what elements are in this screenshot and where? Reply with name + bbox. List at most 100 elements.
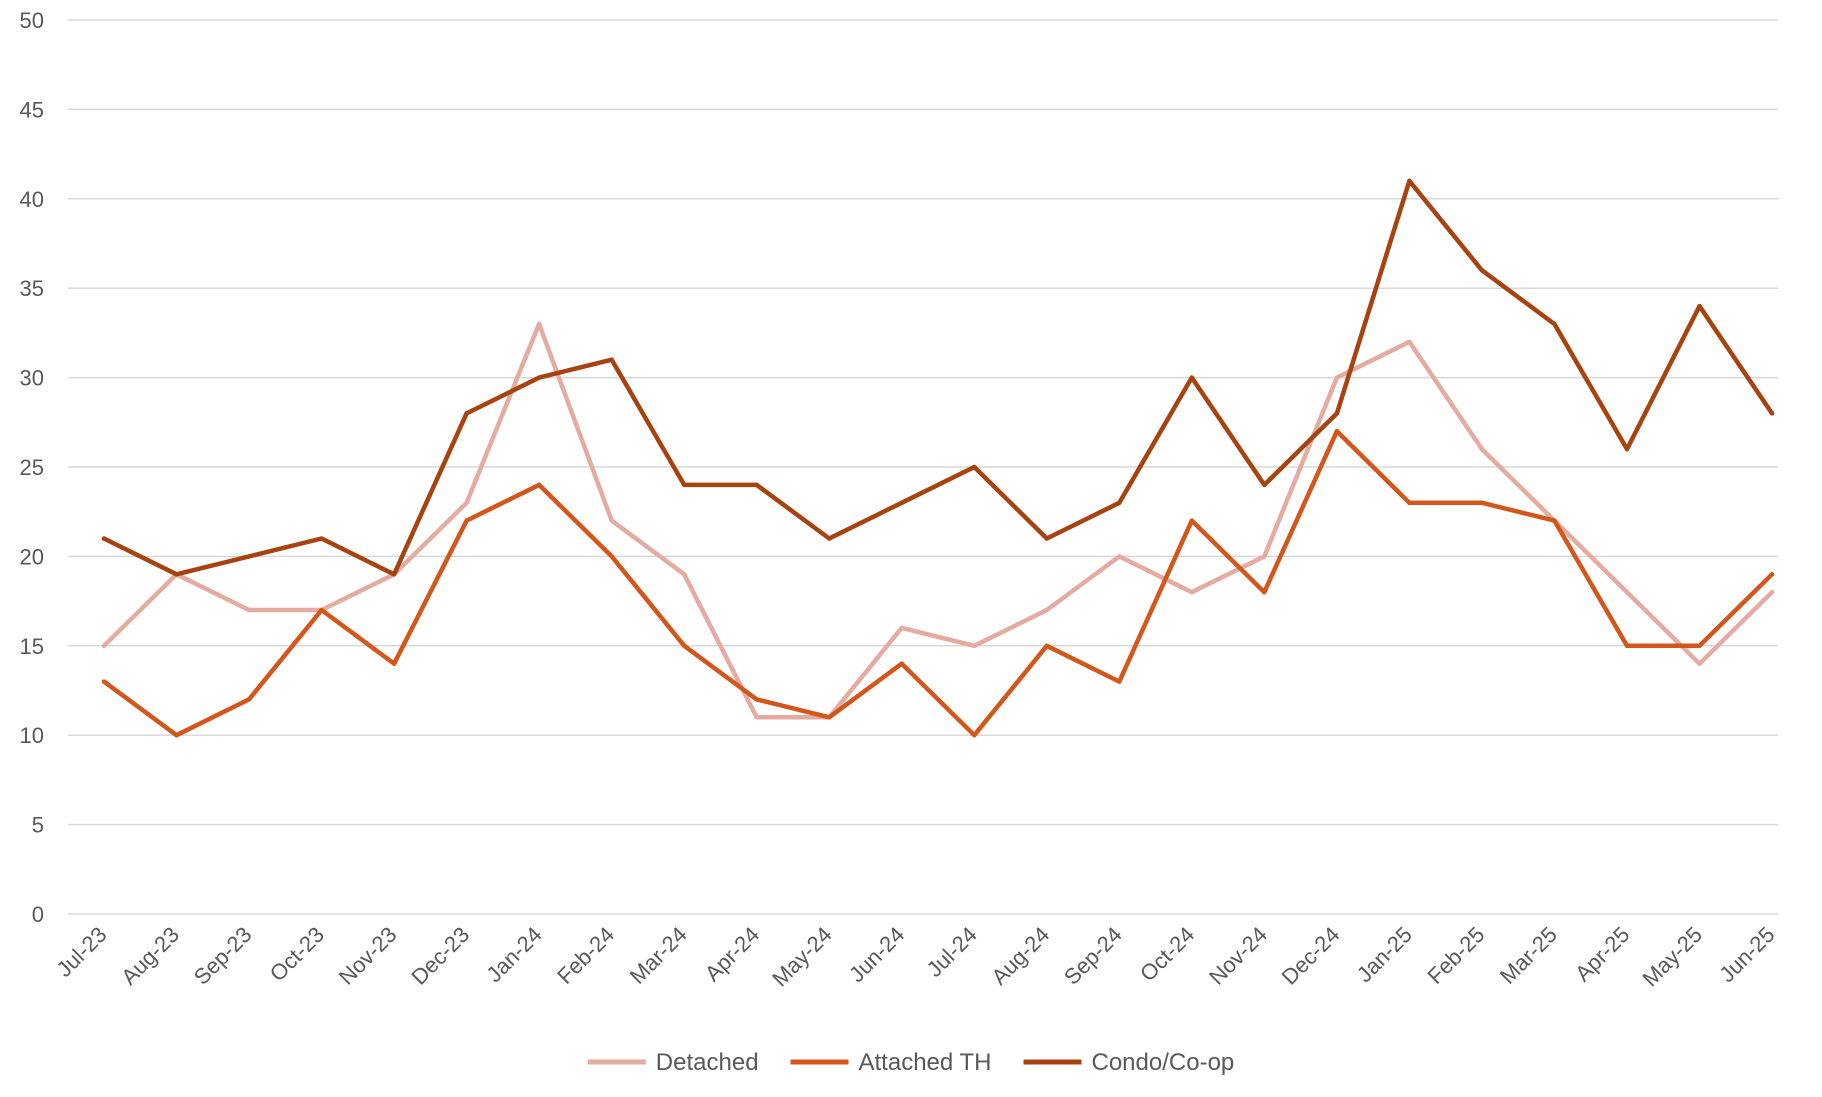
y-tick-label: 30 bbox=[20, 366, 44, 391]
data-point-condo-co-op bbox=[1479, 268, 1485, 273]
x-tick-label: Feb-25 bbox=[1422, 922, 1489, 989]
y-tick-label: 15 bbox=[20, 634, 44, 659]
gridlines bbox=[68, 19, 1778, 915]
data-point-attached-th bbox=[319, 607, 324, 613]
data-point-condo-co-op bbox=[754, 482, 759, 488]
y-tick-label: 0 bbox=[32, 902, 44, 927]
data-point-detached bbox=[464, 500, 469, 505]
data-point-condo-co-op bbox=[464, 411, 469, 416]
data-point-detached bbox=[1697, 661, 1702, 666]
data-point-attached-th bbox=[1117, 679, 1122, 684]
x-tick-label: Jun-25 bbox=[1714, 922, 1779, 987]
y-tick-label: 10 bbox=[20, 723, 44, 748]
data-point-condo-co-op bbox=[536, 375, 542, 380]
data-point-attached-th bbox=[391, 661, 397, 666]
x-tick-label: Apr-25 bbox=[1570, 922, 1634, 986]
legend-item-condo-co-op: Condo/Co-op bbox=[1023, 1049, 1235, 1076]
y-tick-label: 35 bbox=[20, 276, 44, 301]
x-tick-label: Oct-24 bbox=[1135, 922, 1199, 986]
data-point-condo-co-op bbox=[1552, 321, 1557, 327]
series-lines bbox=[101, 178, 1775, 738]
data-point-attached-th bbox=[827, 715, 832, 720]
x-tick-label: Jan-25 bbox=[1352, 922, 1417, 987]
data-point-attached-th bbox=[1624, 643, 1630, 648]
x-tick-label: May-25 bbox=[1637, 922, 1707, 992]
data-point-attached-th bbox=[101, 679, 107, 684]
x-tick-label: Jun-24 bbox=[844, 922, 909, 987]
data-point-attached-th bbox=[1552, 518, 1557, 523]
data-point-condo-co-op bbox=[1044, 536, 1049, 541]
x-tick-label: Oct-23 bbox=[265, 922, 329, 986]
data-point-detached bbox=[681, 572, 687, 577]
data-point-condo-co-op bbox=[609, 357, 614, 362]
series-line-attached-th bbox=[101, 428, 1775, 738]
legend-label: Condo/Co-op bbox=[1092, 1049, 1235, 1076]
data-point-condo-co-op bbox=[1189, 375, 1195, 380]
x-tick-label: Dec-23 bbox=[406, 922, 474, 990]
data-point-detached bbox=[1407, 339, 1412, 345]
x-tick-label: Nov-23 bbox=[334, 922, 402, 990]
data-point-attached-th bbox=[246, 697, 252, 702]
data-point-attached-th bbox=[754, 697, 759, 702]
data-point-condo-co-op bbox=[681, 482, 687, 488]
data-point-attached-th bbox=[972, 733, 977, 738]
x-tick-label: Nov-24 bbox=[1204, 922, 1272, 990]
series-line-detached bbox=[101, 321, 1775, 720]
data-point-detached bbox=[609, 518, 614, 523]
data-point-condo-co-op bbox=[827, 536, 832, 541]
x-tick-label: Sep-24 bbox=[1059, 922, 1127, 990]
data-point-detached bbox=[1479, 446, 1485, 452]
x-tick-label: Jan-24 bbox=[481, 922, 546, 987]
x-tick-label: Aug-23 bbox=[116, 922, 184, 990]
legend: Detached Attached TH Condo/Co-op bbox=[587, 1049, 1235, 1076]
x-tick-label: Feb-24 bbox=[552, 922, 619, 989]
data-point-condo-co-op bbox=[1407, 178, 1412, 184]
x-tick-label: Apr-24 bbox=[700, 922, 764, 986]
data-point-condo-co-op bbox=[1769, 411, 1775, 416]
data-point-detached bbox=[1117, 554, 1122, 559]
data-point-attached-th bbox=[1479, 500, 1485, 505]
data-point-attached-th bbox=[536, 482, 542, 488]
data-point-condo-co-op bbox=[246, 554, 252, 559]
y-tick-label: 50 bbox=[20, 8, 44, 33]
x-tick-label: Mar-24 bbox=[625, 922, 692, 989]
data-point-attached-th bbox=[174, 733, 179, 738]
data-point-detached bbox=[101, 643, 107, 648]
data-point-detached bbox=[972, 643, 977, 648]
data-point-condo-co-op bbox=[1117, 500, 1122, 505]
legend-label: Detached bbox=[656, 1049, 759, 1076]
y-tick-label: 5 bbox=[32, 813, 44, 838]
data-point-attached-th bbox=[1407, 500, 1412, 505]
y-tick-label: 40 bbox=[20, 187, 44, 212]
x-tick-label: Mar-25 bbox=[1495, 922, 1562, 989]
data-point-condo-co-op bbox=[1334, 411, 1340, 416]
data-point-condo-co-op bbox=[174, 572, 179, 577]
y-tick-label: 20 bbox=[20, 544, 44, 569]
y-tick-label: 45 bbox=[20, 97, 44, 122]
data-point-attached-th bbox=[464, 518, 469, 523]
data-point-detached bbox=[1624, 589, 1630, 595]
data-point-attached-th bbox=[1189, 518, 1195, 523]
data-point-attached-th bbox=[1044, 643, 1049, 648]
data-point-detached bbox=[754, 715, 759, 720]
legend-label: Attached TH bbox=[859, 1049, 992, 1076]
data-point-condo-co-op bbox=[1624, 446, 1630, 452]
data-point-attached-th bbox=[1262, 589, 1267, 595]
data-point-detached bbox=[1189, 589, 1195, 595]
data-point-condo-co-op bbox=[1262, 482, 1267, 488]
data-point-attached-th bbox=[899, 661, 904, 666]
series-line-condo-co-op bbox=[101, 178, 1775, 577]
y-axis-ticks: 0 5 10 15 20 25 30 35 40 45 50 bbox=[20, 8, 44, 927]
x-tick-label: May-24 bbox=[767, 922, 837, 992]
y-tick-label: 25 bbox=[20, 455, 44, 480]
data-point-attached-th bbox=[1697, 643, 1702, 648]
data-point-condo-co-op bbox=[1697, 303, 1702, 309]
x-tick-label: Dec-24 bbox=[1277, 922, 1345, 990]
x-axis-ticks: Jul-23 Aug-23 Sep-23 Oct-23 Nov-23 Dec-23 Jan-… bbox=[51, 922, 1779, 992]
data-point-detached bbox=[1262, 554, 1267, 559]
data-point-attached-th bbox=[609, 554, 614, 559]
data-point-condo-co-op bbox=[391, 572, 397, 577]
legend-item-detached: Detached bbox=[587, 1049, 759, 1076]
